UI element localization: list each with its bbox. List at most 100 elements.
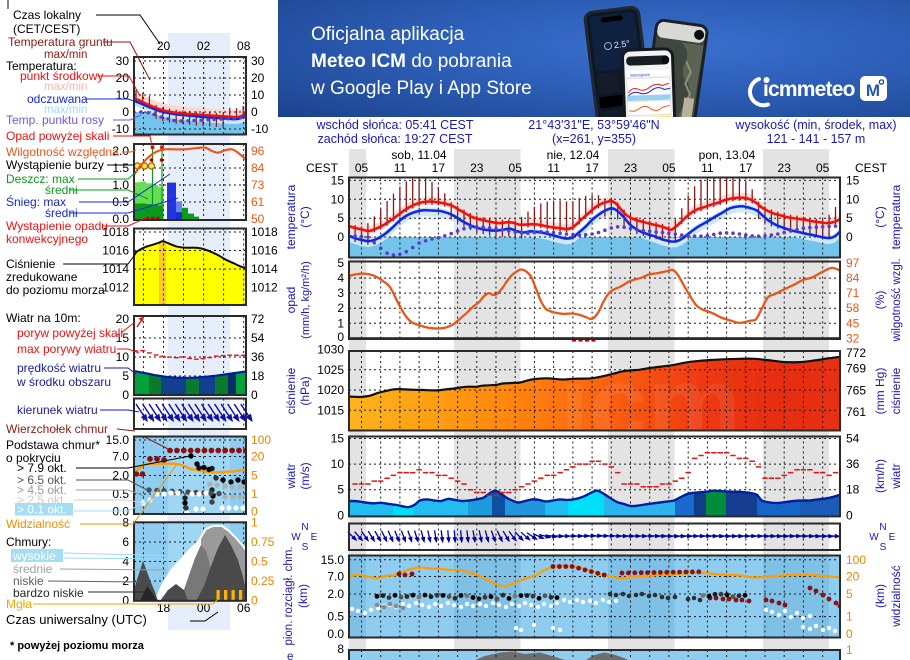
- svg-text:(%): (%): [873, 291, 887, 310]
- svg-text:36: 36: [251, 350, 265, 364]
- svg-text:20: 20: [251, 71, 265, 85]
- svg-text:0.5: 0.5: [112, 487, 129, 501]
- svg-text:36: 36: [846, 457, 860, 471]
- svg-text:0: 0: [846, 230, 853, 244]
- svg-text:Czas lokalny: Czas lokalny: [13, 8, 81, 22]
- svg-text:0: 0: [337, 330, 344, 344]
- svg-text:Wystąpienie opadu: Wystąpienie opadu: [6, 219, 108, 233]
- svg-text:wschód słońca: 05:41 CEST: wschód słońca: 05:41 CEST: [315, 118, 473, 132]
- svg-text:4: 4: [337, 271, 344, 285]
- svg-text:wilgotność wzgl.: wilgotność wzgl.: [891, 258, 903, 342]
- svg-text:wysokość (min, środek, max): wysokość (min, środek, max): [734, 118, 896, 132]
- svg-text:05: 05: [509, 161, 523, 175]
- svg-text:punkt środkowy: punkt środkowy: [20, 69, 103, 83]
- svg-text:2.0: 2.0: [112, 144, 129, 158]
- svg-text:0.5: 0.5: [251, 555, 268, 569]
- svg-text:pion. rozciągł. chm.: pion. rozciągł. chm.: [283, 546, 295, 645]
- svg-text:20: 20: [116, 71, 130, 85]
- svg-text:10: 10: [846, 192, 860, 206]
- svg-text:(km): (km): [296, 584, 310, 608]
- svg-text:08: 08: [237, 39, 251, 53]
- svg-text:15.0: 15.0: [106, 433, 130, 447]
- svg-text:11: 11: [394, 161, 407, 175]
- svg-text:2.0: 2.0: [112, 469, 129, 483]
- svg-text:nie, 12.04: nie, 12.04: [547, 148, 600, 162]
- svg-text:M: M: [866, 81, 880, 100]
- svg-text:(km/h): (km/h): [873, 459, 887, 493]
- svg-text:> 7.9 okt.: > 7.9 okt.: [17, 461, 67, 475]
- svg-text:1016: 1016: [102, 244, 129, 258]
- svg-text:15: 15: [846, 173, 860, 187]
- svg-text:pon, 13.04: pon, 13.04: [699, 148, 756, 162]
- svg-text:-10: -10: [251, 122, 269, 136]
- svg-text:20: 20: [157, 39, 171, 53]
- svg-text:0: 0: [122, 105, 129, 119]
- svg-text:Opad powyżej skali: Opad powyżej skali: [6, 129, 109, 143]
- svg-text:7.0: 7.0: [112, 450, 129, 464]
- svg-text:11: 11: [701, 161, 714, 175]
- svg-text:0: 0: [251, 505, 258, 519]
- svg-text:1030: 1030: [317, 343, 344, 357]
- svg-text:23: 23: [470, 161, 484, 175]
- svg-text:kierunek wiatru: kierunek wiatru: [17, 403, 98, 417]
- svg-text:0.5: 0.5: [327, 610, 344, 624]
- svg-text:(mm Hg): (mm Hg): [873, 368, 887, 415]
- svg-text:50: 50: [251, 212, 265, 226]
- svg-text:100: 100: [251, 433, 271, 447]
- svg-text:84: 84: [251, 161, 265, 175]
- svg-text:1018: 1018: [102, 225, 129, 239]
- svg-text:W: W: [869, 532, 879, 543]
- svg-text:10: 10: [116, 88, 130, 102]
- svg-text:0: 0: [337, 508, 344, 522]
- svg-text:(CET/CEST): (CET/CEST): [13, 22, 80, 36]
- svg-text:0: 0: [122, 388, 129, 402]
- svg-text:sob, 11.04: sob, 11.04: [391, 148, 446, 162]
- svg-text:Mgła: Mgła: [6, 597, 32, 611]
- svg-text:73: 73: [251, 178, 265, 192]
- svg-text:10: 10: [116, 350, 130, 364]
- svg-text:max/min: max/min: [44, 81, 87, 93]
- svg-text:1014: 1014: [102, 262, 129, 276]
- svg-text:0.0: 0.0: [112, 212, 129, 226]
- svg-text:1: 1: [846, 610, 853, 624]
- svg-text:Wiatr na 10m:: Wiatr na 10m:: [6, 311, 81, 325]
- svg-text:1018: 1018: [251, 225, 278, 239]
- svg-text:(°C): (°C): [873, 206, 887, 227]
- svg-text:1: 1: [251, 487, 258, 501]
- svg-text:Temp. punktu rosy: Temp. punktu rosy: [6, 113, 104, 127]
- svg-text:45: 45: [846, 316, 860, 330]
- svg-text:(x=261, y=355): (x=261, y=355): [552, 132, 636, 146]
- svg-text:Wierzchołek chmur: Wierzchołek chmur: [6, 422, 108, 436]
- svg-text:średnie: średnie: [13, 562, 53, 576]
- svg-text:1020: 1020: [317, 383, 344, 397]
- svg-text:max porywy wiatru: max porywy wiatru: [17, 342, 116, 356]
- svg-text:5: 5: [251, 469, 258, 483]
- svg-text:Podstawa chmur*: Podstawa chmur*: [6, 438, 100, 452]
- svg-text:5: 5: [846, 211, 853, 225]
- svg-text:E: E: [889, 532, 896, 543]
- svg-text:Oficjalna aplikacja: Oficjalna aplikacja: [311, 24, 465, 45]
- svg-text:17: 17: [432, 161, 446, 175]
- svg-text:(°C): (°C): [298, 206, 312, 227]
- svg-text:widzialność: widzialność: [889, 565, 903, 627]
- svg-text:96: 96: [251, 144, 265, 158]
- svg-text:icmmeteo: icmmeteo: [763, 78, 855, 101]
- svg-text:1: 1: [251, 516, 258, 530]
- svg-text:max/min: max/min: [44, 49, 87, 61]
- svg-text:06: 06: [237, 601, 251, 615]
- svg-text:1015: 1015: [317, 403, 344, 417]
- svg-text:Widzialność: Widzialność: [6, 517, 70, 531]
- svg-text:N: N: [301, 522, 308, 533]
- svg-text:15: 15: [116, 331, 130, 345]
- svg-text:meteogram: meteogram: [630, 72, 651, 78]
- svg-text:(hPa): (hPa): [298, 376, 312, 405]
- svg-text:97: 97: [846, 256, 860, 270]
- svg-text:Temperatura gruntu: Temperatura gruntu: [8, 35, 113, 49]
- svg-text:o pokryciu: o pokryciu: [6, 451, 61, 465]
- svg-text:2.0: 2.0: [327, 587, 344, 601]
- svg-text:Wilgotność względna: Wilgotność względna: [6, 145, 119, 159]
- svg-text:temperatura: temperatura: [889, 184, 903, 249]
- svg-text:5: 5: [122, 369, 129, 383]
- svg-text:2: 2: [122, 574, 129, 588]
- svg-text:10: 10: [251, 88, 265, 102]
